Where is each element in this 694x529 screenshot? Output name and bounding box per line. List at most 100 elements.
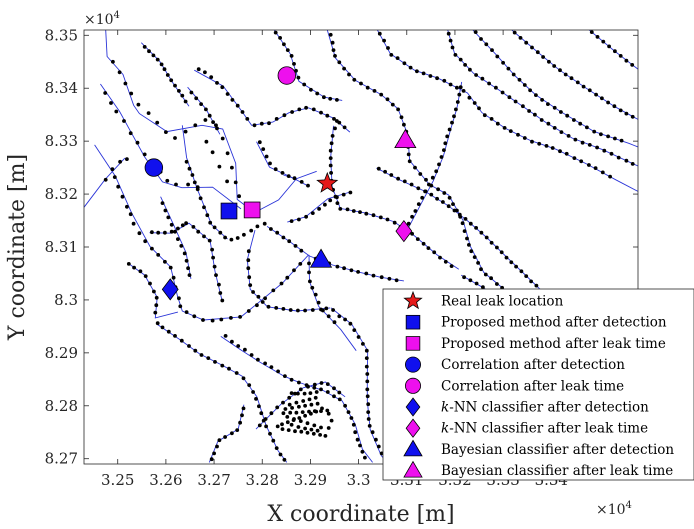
network-node	[303, 308, 307, 313]
network-node	[117, 70, 122, 75]
network-node	[463, 63, 467, 67]
network-node	[613, 136, 617, 141]
network-node	[249, 353, 254, 357]
network-node	[326, 314, 331, 319]
network-node	[282, 457, 287, 462]
network-node	[552, 126, 557, 130]
network-node	[179, 338, 184, 343]
network-node	[355, 437, 360, 442]
network-node	[297, 416, 302, 420]
network-node	[624, 58, 629, 63]
network-node	[410, 231, 414, 236]
network-node	[436, 187, 440, 192]
network-node	[249, 228, 254, 233]
network-node	[474, 281, 479, 286]
network-node	[304, 214, 308, 219]
marker-triangle	[309, 248, 333, 268]
y-ticks: 8.27 8.28 8.29 8.3 8.31 8.32 8.33 8.34 8.35	[45, 26, 638, 468]
network-node	[136, 102, 141, 107]
network-node	[196, 67, 201, 72]
network-node	[349, 416, 354, 420]
network-node	[366, 410, 371, 414]
network-node	[442, 78, 447, 83]
network-node	[230, 431, 234, 436]
network-node	[247, 383, 252, 387]
network-node	[329, 141, 334, 146]
network-node	[252, 123, 257, 128]
marker-circle	[277, 66, 297, 85]
network-node	[184, 310, 189, 314]
network-node	[229, 237, 234, 242]
network-node	[352, 77, 357, 82]
y-tick-label: 8.34	[45, 79, 78, 97]
network-node	[402, 122, 406, 127]
network-node	[125, 204, 129, 209]
network-node	[465, 236, 469, 241]
network-node	[495, 121, 500, 126]
network-node	[343, 403, 347, 408]
marker-circle	[404, 377, 421, 394]
network-node	[205, 213, 210, 218]
network-node	[348, 190, 353, 195]
network-node	[215, 81, 219, 85]
network-node	[298, 262, 303, 266]
network-node	[467, 95, 472, 100]
network-node	[259, 411, 264, 416]
network-node	[407, 159, 412, 164]
network-node	[351, 209, 356, 213]
network-node	[195, 187, 200, 192]
network-node	[572, 118, 576, 122]
network-node	[506, 66, 511, 71]
network-node	[155, 321, 160, 326]
network-node	[552, 64, 557, 68]
network-node	[176, 226, 180, 231]
network-node	[530, 45, 534, 50]
network-node	[524, 274, 529, 278]
network-node	[292, 417, 296, 421]
network-node	[223, 235, 228, 240]
network-node	[453, 53, 458, 57]
network-node	[435, 76, 439, 81]
network-node	[159, 62, 164, 67]
network-node	[241, 376, 246, 381]
network-node	[522, 83, 527, 87]
network-node	[207, 113, 212, 118]
network-node	[217, 164, 222, 169]
network-node	[122, 119, 126, 123]
network-node	[447, 195, 452, 200]
network-node	[289, 377, 294, 382]
network-node	[217, 438, 222, 443]
x-tick-label: 3.26	[149, 471, 182, 489]
network-node	[304, 105, 308, 110]
legend-entry: Bayesian classifier after detection	[441, 442, 674, 458]
network-node	[587, 163, 591, 167]
network-node	[396, 176, 400, 181]
network-node	[474, 226, 478, 230]
network-node	[521, 104, 525, 109]
network-node	[458, 85, 463, 90]
marker-square	[220, 202, 238, 220]
network-node	[406, 221, 411, 226]
network-node	[235, 103, 240, 108]
network-node	[289, 391, 294, 395]
network-node	[587, 88, 592, 93]
network-node	[234, 371, 239, 375]
legend-box	[382, 288, 694, 481]
network-node	[399, 115, 404, 120]
y-tick-label: 8.35	[45, 26, 78, 44]
network-node	[312, 409, 317, 413]
network-node	[500, 90, 505, 95]
network-node	[606, 134, 610, 139]
network-node	[490, 48, 494, 52]
network-node	[300, 410, 305, 414]
network-node	[501, 60, 505, 65]
network-node	[176, 237, 180, 242]
network-node	[103, 91, 108, 95]
network-node	[285, 415, 290, 419]
network-node	[299, 180, 304, 184]
network-node	[114, 109, 119, 114]
network-node	[325, 408, 330, 413]
x-exponent-power: 4	[626, 500, 632, 511]
network-node	[606, 100, 610, 105]
network-node	[415, 69, 419, 74]
